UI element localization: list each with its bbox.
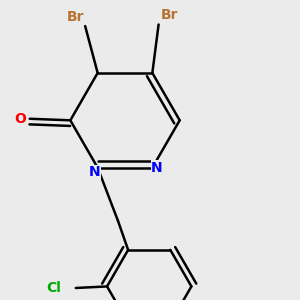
- Text: O: O: [14, 112, 26, 126]
- Text: Br: Br: [67, 10, 85, 24]
- Text: N: N: [151, 161, 163, 175]
- Text: N: N: [89, 165, 100, 179]
- Text: Cl: Cl: [46, 281, 61, 295]
- Text: Br: Br: [161, 8, 178, 22]
